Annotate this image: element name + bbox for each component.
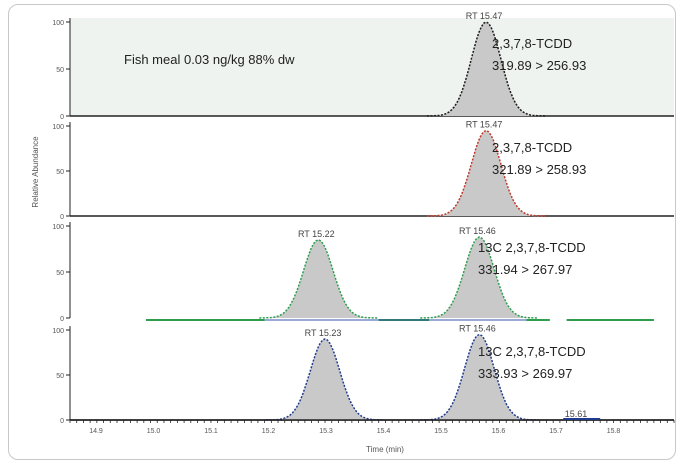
panel-1-note: Fish meal 0.03 ng/kg 88% dw [124, 52, 295, 67]
y-axis-title: Relative Abundance [31, 136, 40, 208]
x-tick-label: 15.2 [262, 428, 276, 435]
x-tick-label: 15.7 [549, 428, 563, 435]
panel-3-peak-fill [259, 239, 378, 318]
panel-2-compound: 2,3,7,8-TCDD [492, 140, 572, 155]
panel-2-peak-fill [427, 130, 546, 216]
x-tick-label: 15.8 [607, 428, 621, 435]
y-axis-title-text: Relative Abundance [31, 136, 40, 208]
panel-2-y-tick-label: 100 [52, 124, 64, 131]
panel-1-peak-label: RT 15.47 [466, 11, 503, 21]
panel-1-peak-fill [427, 22, 546, 116]
panel-3-y-tick-label: 0 [60, 316, 64, 323]
panel-4-y-tick-label: 50 [56, 373, 64, 380]
x-tick-label: 15.4 [377, 428, 391, 435]
panel-1-y-tick-label: 0 [60, 114, 64, 121]
panel-4-compound: 13C 2,3,7,8-TCDD [478, 344, 586, 359]
x-tick-label: 14.9 [89, 428, 103, 435]
panel-3: 100 50 0 RT 15.22 RT 15.46 13C 2,3,7,8-TCDD 33… [52, 222, 654, 323]
panel-1-background [70, 18, 674, 116]
panel-4-peak-fill [420, 334, 539, 420]
x-tick-label: 15.6 [492, 428, 506, 435]
x-axis-title: Time (min) [366, 445, 404, 454]
panel-4-peak-fill [266, 339, 385, 420]
panel-4-y-tick-label: 0 [60, 418, 64, 425]
x-tick-label: 15.1 [204, 428, 218, 435]
panel-4-peak-label: RT 15.23 [305, 328, 342, 338]
panel-4-transition: 333.93 > 269.97 [478, 366, 572, 381]
panel-3-peak-line [420, 236, 539, 319]
x-extra-label: 15.61 [565, 409, 588, 419]
panel-4-peak-line [265, 338, 385, 421]
panel-2-peak-label: RT 15.47 [466, 120, 503, 130]
x-tick-label: 15.5 [434, 428, 448, 435]
panel-3-compound: 13C 2,3,7,8-TCDD [478, 240, 586, 255]
panel-2: 100 50 0 RT 15.47 2,3,7,8-TCDD 321.89 > 258.9… [52, 120, 674, 221]
x-axis: 14.9 15.0 15.1 15.2 15.3 15.4 15.5 15.6 15.7 15.8… [69, 409, 675, 435]
x-tick-label: 15.3 [319, 428, 333, 435]
panel-1: 100 50 0 RT 15.47 2,3,7,8-TCDD 319.89 > 256.9… [52, 11, 674, 121]
panel-1-compound: 2,3,7,8-TCDD [492, 36, 572, 51]
panel-2-y-tick-label: 50 [56, 169, 64, 176]
panel-2-y-tick-label: 0 [60, 214, 64, 221]
panel-4-y-tick-label: 100 [52, 328, 64, 335]
panel-2-transition: 321.89 > 258.93 [492, 162, 586, 177]
panel-3-peak-label: RT 15.22 [298, 229, 335, 239]
panel-1-transition: 319.89 > 256.93 [492, 58, 586, 73]
panel-1-y-tick-label: 100 [52, 20, 64, 27]
panels-layer: 100 50 0 RT 15.47 2,3,7,8-TCDD 319.89 > 256.9… [52, 11, 674, 425]
panel-3-peak-fill [420, 237, 539, 318]
panel-3-transition: 331.94 > 267.97 [478, 262, 572, 277]
panel-3-y-tick-label: 50 [56, 270, 64, 277]
panel-3-y-tick-label: 100 [52, 224, 64, 231]
panel-4-peak-label: RT 15.46 [459, 324, 496, 334]
panel-1-y-tick-label: 50 [56, 67, 64, 74]
panel-3-peak-label: RT 15.46 [459, 226, 496, 236]
x-tick-label: 15.0 [147, 428, 161, 435]
